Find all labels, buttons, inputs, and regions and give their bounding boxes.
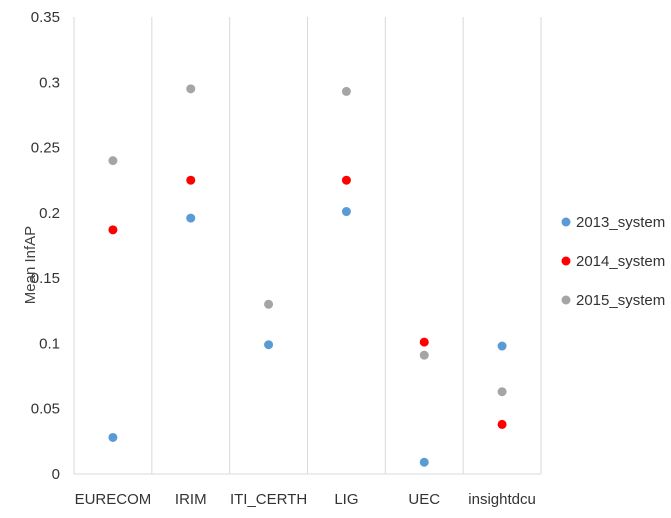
legend-label: 2013_system bbox=[576, 214, 665, 231]
y-tick-label: 0.35 bbox=[31, 9, 60, 26]
y-axis-title: Mean InfAP bbox=[22, 226, 39, 304]
data-points bbox=[108, 84, 507, 467]
data-point bbox=[341, 207, 351, 217]
y-tick-label: 0.25 bbox=[31, 140, 60, 157]
y-tick-label: 0 bbox=[52, 466, 60, 483]
data-point bbox=[497, 341, 507, 351]
data-point bbox=[419, 457, 429, 467]
y-tick-label: 0.3 bbox=[39, 74, 60, 91]
legend-marker bbox=[561, 217, 571, 227]
legend-label: 2014_system bbox=[576, 253, 665, 270]
data-point bbox=[419, 350, 429, 360]
legend-marker bbox=[561, 295, 571, 305]
data-point bbox=[264, 340, 274, 350]
data-point bbox=[341, 175, 351, 185]
y-tick-label: 0.15 bbox=[31, 270, 60, 287]
data-point bbox=[186, 84, 196, 94]
legend-label: 2015_system bbox=[576, 292, 665, 309]
y-tick-label: 0.1 bbox=[39, 335, 60, 352]
x-axis-tick-labels: EURECOM IRIM ITI_CERTH LIG UEC insightdcu bbox=[75, 491, 536, 508]
x-tick-label: EURECOM bbox=[75, 491, 152, 508]
x-tick-label: IRIM bbox=[175, 491, 207, 508]
data-point bbox=[108, 156, 118, 166]
data-point bbox=[497, 387, 507, 397]
data-point bbox=[419, 337, 429, 347]
legend-marker bbox=[561, 256, 571, 266]
data-point bbox=[497, 419, 507, 429]
y-tick-label: 0.2 bbox=[39, 205, 60, 222]
x-tick-label: ITI_CERTH bbox=[230, 491, 307, 508]
y-tick-label: 0.05 bbox=[31, 401, 60, 418]
x-tick-label: UEC bbox=[408, 491, 440, 508]
data-point bbox=[341, 86, 351, 96]
x-tick-label: LIG bbox=[334, 491, 358, 508]
data-point bbox=[108, 432, 118, 442]
legend: 2013_system 2014_system 2015_system bbox=[561, 214, 665, 309]
data-point bbox=[186, 175, 196, 185]
data-point bbox=[264, 299, 274, 309]
x-tick-label: insightdcu bbox=[468, 491, 536, 508]
data-point bbox=[108, 225, 118, 235]
data-point bbox=[186, 213, 196, 223]
y-axis-tick-labels: 0 0.05 0.1 0.15 0.2 0.25 0.3 0.35 bbox=[31, 9, 60, 483]
gridlines bbox=[73, 17, 542, 475]
